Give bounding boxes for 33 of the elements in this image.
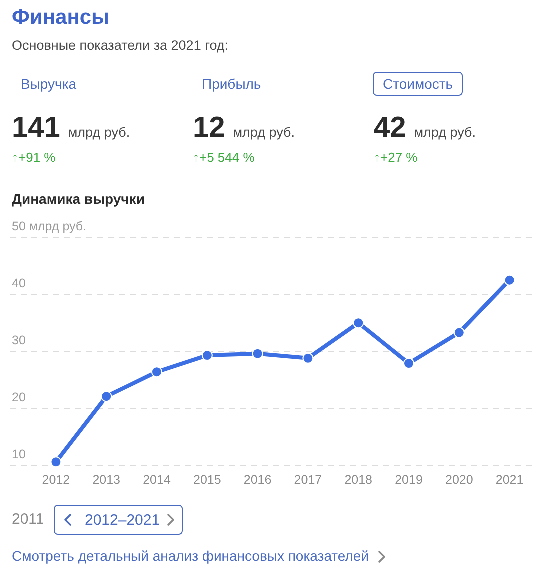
- y-tick-label: 40: [12, 276, 26, 290]
- text: 12: [193, 112, 226, 145]
- text: Выручка: [21, 76, 77, 92]
- x-tick-label: 2019: [395, 472, 423, 487]
- text: 2011: [12, 511, 44, 528]
- text: Прибыль: [202, 76, 262, 92]
- text: ↑+27 %: [374, 150, 418, 165]
- text: ↑+5 544 %: [193, 150, 255, 165]
- text: Смотреть детальный анализ финансовых показателей: [12, 548, 370, 564]
- text: 141: [12, 112, 60, 145]
- x-tick-label: 2017: [294, 472, 322, 487]
- y-tick-label: 50 млрд руб.: [12, 219, 87, 234]
- text: Финансы: [12, 6, 110, 30]
- text: ↑+91 %: [12, 150, 56, 165]
- y-tick-label: 30: [12, 333, 26, 348]
- x-tick-label: 2021: [496, 472, 524, 487]
- x-tick-label: 2013: [92, 472, 121, 487]
- tab: Стоимость: [373, 72, 464, 96]
- x-tick-label: 2012: [42, 472, 70, 487]
- x-tick-label: 2015: [193, 472, 222, 487]
- range-button: 2012–2021: [54, 505, 183, 535]
- chart-title: Динамика выручки: [12, 191, 145, 207]
- x-tick-label: 2020: [445, 472, 474, 487]
- text: Основные показатели за 2021 год:: [12, 38, 229, 53]
- text: млрд руб.: [68, 125, 130, 140]
- x-tick-label: 2014: [143, 472, 171, 487]
- x-tick-label: 2018: [344, 472, 373, 487]
- text: млрд руб.: [233, 125, 295, 140]
- text: млрд руб.: [414, 125, 476, 140]
- text: 42: [374, 112, 406, 145]
- y-tick-label: 10: [12, 447, 26, 462]
- y-tick-label: 20: [12, 390, 26, 404]
- x-tick-label: 2016: [244, 472, 272, 487]
